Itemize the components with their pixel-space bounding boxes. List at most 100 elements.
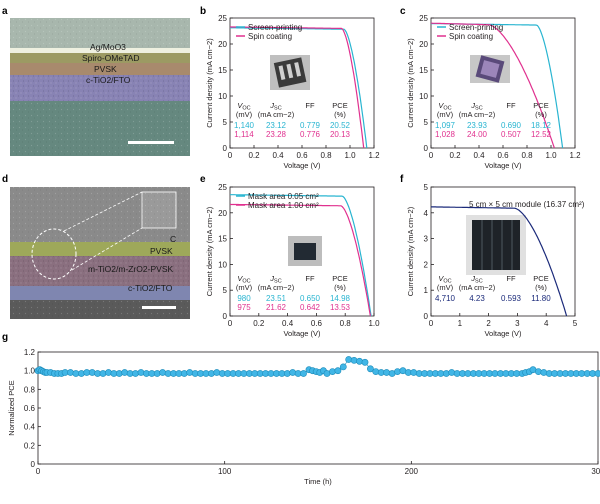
- table-cell-c-0-3: 18.12: [531, 121, 552, 130]
- table-unit-e-1: (mA cm−2): [258, 283, 295, 292]
- x-tick-label-f-5: 5: [573, 319, 578, 328]
- x-tick-label-e-5: 1.0: [368, 319, 380, 328]
- table-cell-f-0-3: 11.80: [531, 294, 551, 303]
- table-header-b-1: JSC: [269, 101, 281, 112]
- x-tick-label-c-0: 0: [429, 151, 434, 160]
- layer-label-a-0: Ag/MoO3: [90, 42, 126, 52]
- data-point-17: [99, 370, 107, 377]
- scale-bar-d: [142, 306, 176, 309]
- table-header-c-0: VOC: [438, 101, 451, 112]
- table-unit-c-3: (%): [535, 110, 547, 119]
- y-tick-label-g-6: 1.2: [24, 348, 36, 357]
- device-photo-c: [470, 55, 510, 83]
- table-cell-e-0-2: 0.650: [300, 294, 321, 303]
- layer-label-d-0: C: [170, 234, 176, 244]
- table-cell-e-1-3: 13.53: [330, 303, 351, 312]
- y-tick-label-g-1: 0.2: [24, 441, 36, 450]
- table-unit-c-1: (mA cm−2): [459, 110, 496, 119]
- chart-f: 0 1 2 3 4 5 0 1 2 3 4 5 Voltage (V) Current density (…: [406, 183, 585, 338]
- x-axis-label-b: Voltage (V): [283, 161, 321, 170]
- table-header-f-0: VOC: [438, 274, 451, 285]
- y-tick-label-e-4: 20: [218, 209, 227, 218]
- table-cell-b-1-1: 23.28: [266, 130, 287, 139]
- table-header-b-0: VOC: [237, 101, 250, 112]
- data-point-23: [132, 370, 139, 377]
- y-tick-label-f-3: 3: [424, 235, 429, 244]
- table-cell-c-1-0: 1,028: [435, 130, 456, 139]
- y-tick-label-c-3: 15: [419, 66, 428, 75]
- table-unit-f-1: (mA cm−2): [459, 283, 496, 292]
- legend-label-c-0: Screen-printing: [449, 23, 503, 32]
- data-point-76: [410, 369, 418, 376]
- chart-g: 0 100 200 300 0 0.2 0.4 0.6 0.8 1.0 1.2 Time (h) Nor…: [7, 348, 600, 486]
- y-tick-label-c-2: 10: [419, 92, 428, 101]
- table-unit-b-1: (mA cm−2): [258, 110, 295, 119]
- x-tick-label-f-3: 3: [515, 319, 520, 328]
- y-tick-label-e-1: 5: [223, 286, 228, 295]
- table-header-e-1: JSC: [269, 274, 281, 285]
- x-axis-label-g: Time (h): [304, 477, 332, 486]
- table-header-e-2: FF: [305, 274, 315, 283]
- table-cell-c-0-1: 23.93: [467, 121, 488, 130]
- y-tick-label-f-0: 0: [424, 312, 429, 321]
- data-point-54: [300, 370, 307, 377]
- table-cell-b-1-2: 0.776: [300, 130, 321, 139]
- y-tick-label-c-5: 25: [419, 14, 428, 23]
- legend-label-b-1: Spin coating: [248, 32, 292, 41]
- table-cell-e-0-0: 980: [237, 294, 251, 303]
- y-tick-label-e-5: 25: [218, 183, 227, 192]
- series-line-b-1: [229, 26, 365, 149]
- y-tick-label-b-4: 20: [218, 40, 227, 49]
- table-cell-e-0-1: 23.51: [266, 294, 287, 303]
- y-tick-label-c-0: 0: [424, 144, 429, 153]
- table-header-f-1: JSC: [470, 274, 482, 285]
- y-tick-label-e-2: 10: [218, 260, 227, 269]
- table-cell-c-0-0: 1,097: [435, 121, 456, 130]
- x-tick-label-b-0: 0: [228, 151, 233, 160]
- series-line-e-1: [229, 203, 371, 317]
- legend-label-b-0: Screen-printing: [248, 23, 302, 32]
- table-cell-c-0-2: 0.690: [501, 121, 522, 130]
- table-header-e-3: PCE: [332, 274, 347, 283]
- x-tick-label-c-5: 1.0: [545, 151, 557, 160]
- table-cell-c-1-3: 12.52: [531, 130, 552, 139]
- series-line-f-0: [431, 206, 568, 317]
- table-cell-e-1-1: 21.62: [266, 303, 287, 312]
- panel-label-a: a: [2, 6, 8, 17]
- data-point-38: [213, 369, 221, 376]
- y-tick-label-e-3: 15: [218, 235, 227, 244]
- table-header-b-3: PCE: [332, 101, 347, 110]
- x-tick-label-e-4: 0.8: [340, 319, 352, 328]
- table-cell-b-1-0: 1,114: [234, 130, 254, 139]
- chart-c: 0 0.2 0.4 0.6 0.8 1.0 1.2 0 5 10 15 20 25 Voltage (V)…: [406, 14, 581, 170]
- table-cell-c-1-1: 24.00: [467, 130, 488, 139]
- x-axis-label-f: Voltage (V): [484, 329, 522, 338]
- scale-bar-a: [128, 141, 174, 144]
- x-tick-label-f-2: 2: [486, 319, 491, 328]
- table-unit-b-3: (%): [334, 110, 346, 119]
- y-tick-label-f-2: 2: [424, 260, 429, 269]
- x-tick-label-e-0: 0: [228, 319, 233, 328]
- x-tick-label-g-1: 100: [218, 467, 232, 476]
- x-tick-label-f-4: 4: [544, 319, 549, 328]
- x-tick-label-c-6: 1.2: [569, 151, 581, 160]
- data-point-71: [383, 369, 390, 376]
- y-tick-label-f-5: 5: [424, 183, 429, 192]
- y-tick-label-g-4: 0.8: [24, 385, 36, 394]
- y-axis-label-g: Normalized PCE: [7, 380, 16, 435]
- x-tick-label-e-2: 0.4: [282, 319, 294, 328]
- table-header-f-3: PCE: [533, 274, 548, 283]
- data-point-28: [159, 369, 166, 376]
- y-axis-label-c: Current density (mA cm−2): [406, 38, 415, 128]
- table-cell-f-0-2: 0.593: [501, 294, 522, 303]
- x-tick-label-c-3: 0.6: [497, 151, 509, 160]
- y-tick-label-b-5: 25: [218, 14, 227, 23]
- y-tick-label-c-1: 5: [424, 118, 429, 127]
- table-unit-f-3: (%): [535, 283, 547, 292]
- x-tick-label-b-1: 0.2: [248, 151, 260, 160]
- table-cell-b-0-2: 0.779: [300, 121, 321, 130]
- x-tick-label-g-0: 0: [36, 467, 41, 476]
- y-tick-label-e-0: 0: [223, 312, 228, 321]
